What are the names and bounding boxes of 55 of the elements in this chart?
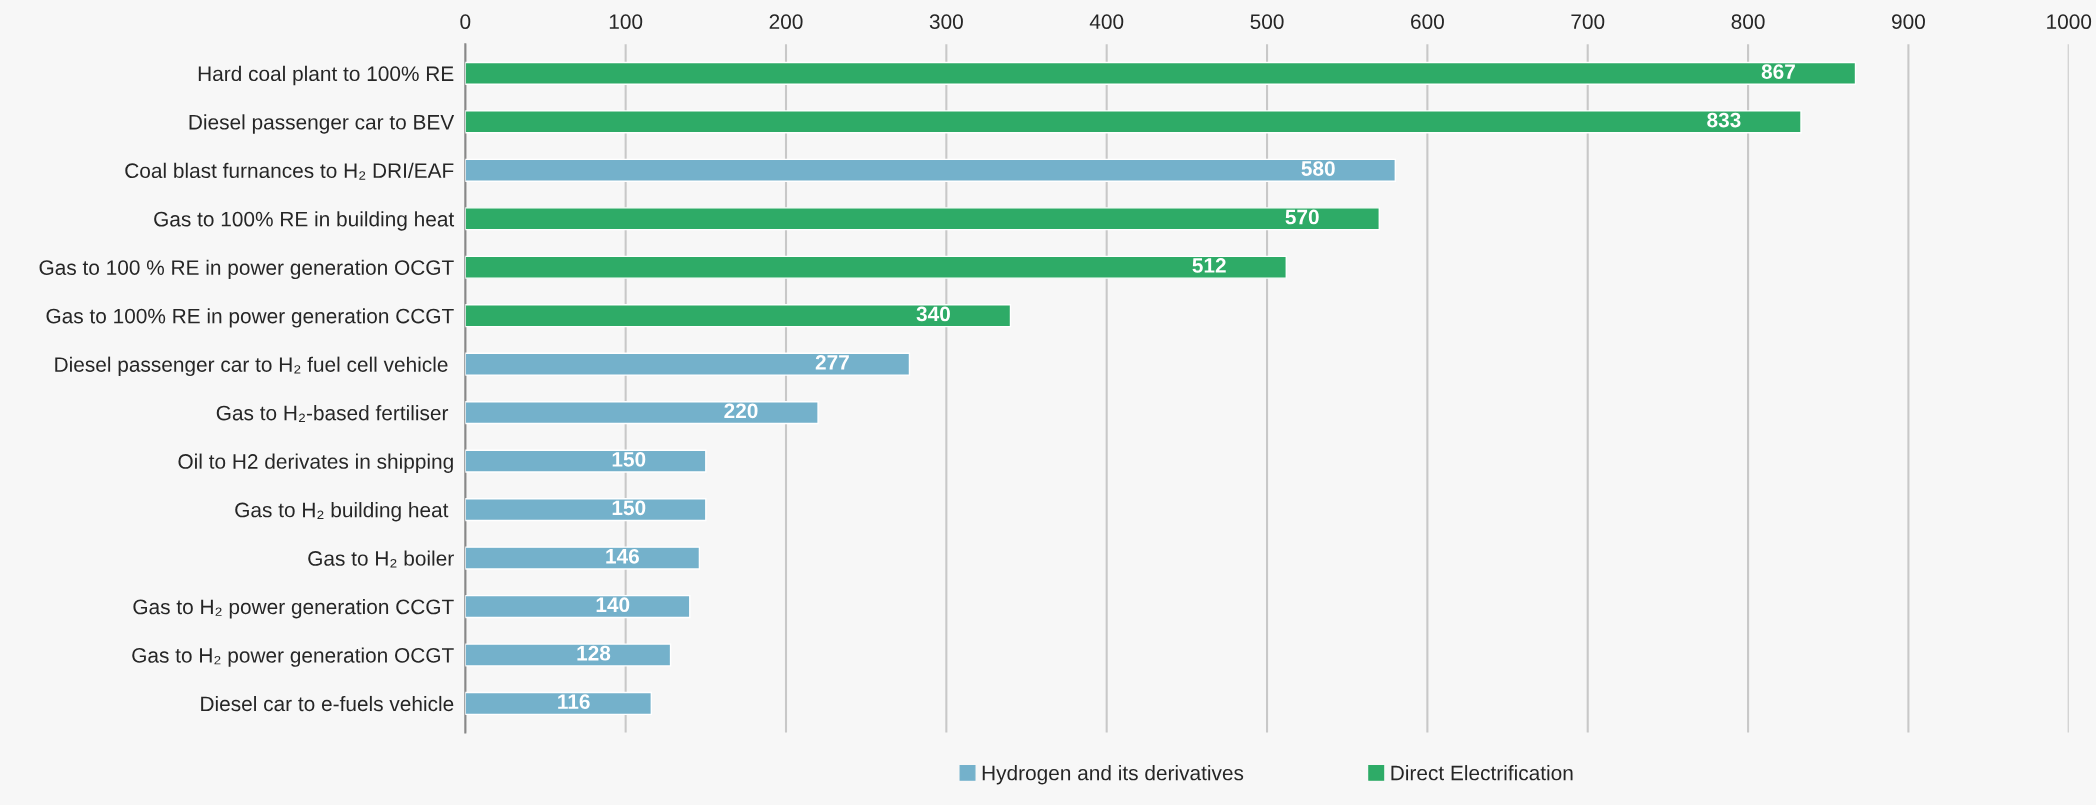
x-tick-label: 900: [1892, 14, 1925, 30]
bar: [465, 61, 1857, 85]
y-tick-label: Gas to H₂ power generation CCGT: [133, 598, 454, 619]
x-tick-label: 300: [929, 14, 963, 30]
data-label: 570: [1285, 209, 1319, 225]
legend-label: Direct Electrification: [1391, 765, 1573, 781]
bar: [465, 352, 911, 376]
bar: [465, 594, 691, 619]
bar: [465, 158, 1397, 182]
y-tick-label: Gas to 100 % RE in power generation OCGT: [39, 259, 454, 280]
x-tick-label: 400: [1089, 14, 1124, 30]
bar: [465, 401, 819, 425]
y-tick-label: Gas to H₂ power generation OCGT: [132, 647, 454, 667]
x-tick-label: 100: [609, 14, 643, 30]
data-label: 140: [596, 597, 630, 613]
y-tick-label: Gas to H₂ boiler: [308, 550, 454, 568]
bar: [465, 304, 1012, 328]
bar: [465, 207, 1380, 231]
y-tick-label: Gas to 100% RE in building heat: [154, 211, 455, 231]
x-tick-label: 600: [1411, 14, 1444, 30]
x-tick-label: 1000: [2047, 14, 2092, 30]
y-tick-label: Coal blast furnances to H₂ DRI/EAF: [125, 162, 454, 180]
x-tick-label: 700: [1571, 14, 1605, 30]
data-label: 580: [1301, 161, 1335, 176]
y-tick-label: Diesel car to e-fuels vehicle: [201, 695, 454, 712]
bar: [465, 643, 672, 667]
data-label: 150: [612, 500, 646, 516]
data-label: 340: [916, 306, 950, 322]
data-label: 116: [558, 694, 590, 710]
y-tick-label: Hard coal plant to 100% RE: [198, 65, 454, 86]
data-label: 220: [724, 403, 758, 419]
x-tick-label: 800: [1731, 14, 1765, 30]
data-label: 512: [1192, 258, 1226, 273]
x-tick-label: 0: [460, 14, 471, 30]
y-tick-label: Oil to H2 derivates in shipping: [178, 453, 453, 473]
y-tick-label: Gas to 100% RE in power generation CCGT: [46, 308, 454, 328]
bar: [465, 691, 653, 716]
x-tick-label: 200: [769, 14, 803, 30]
bar: [465, 255, 1287, 279]
data-label: 833: [1707, 112, 1741, 128]
bar: [465, 497, 707, 522]
y-tick-label: Gas to H₂ building heat: [235, 502, 449, 522]
x-tick-label: 500: [1250, 14, 1284, 30]
data-label: 128: [577, 645, 611, 661]
data-label: 867: [1761, 64, 1795, 79]
bar: [465, 449, 707, 473]
y-tick-label: Diesel passenger car to BEV: [189, 114, 455, 134]
bar: [465, 110, 1802, 134]
legend-label: Hydrogen and its derivatives: [982, 765, 1244, 785]
data-label: 277: [815, 355, 849, 370]
bar: [465, 546, 701, 570]
data-label: 146: [606, 548, 639, 564]
y-tick-label: Gas to H₂-based fertiliser: [216, 405, 449, 422]
data-label: 150: [612, 451, 646, 467]
y-tick-label: Diesel passenger car to H₂ fuel cell vehicle: [55, 356, 448, 377]
